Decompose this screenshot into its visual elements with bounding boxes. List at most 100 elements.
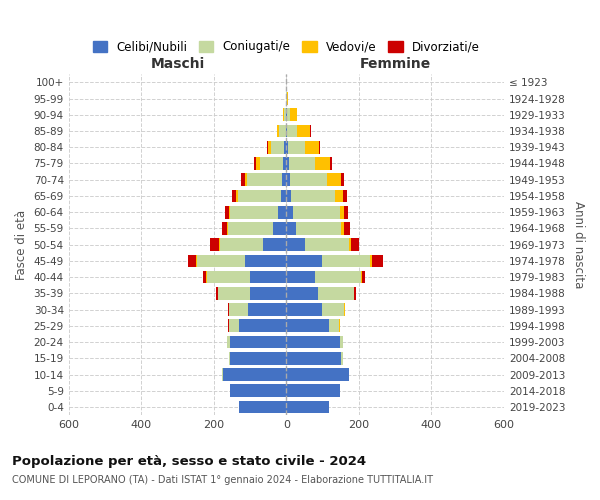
Bar (341, 352, 343, 364)
Bar (287, 108, 290, 121)
Bar (305, 238, 349, 251)
Bar (286, 400, 329, 413)
Bar (229, 352, 230, 364)
Bar (286, 157, 289, 170)
Bar (286, 174, 290, 186)
Bar (286, 271, 314, 283)
Bar (341, 174, 344, 186)
Bar (241, 174, 245, 186)
Bar (297, 124, 310, 138)
Bar (229, 206, 230, 218)
Bar (223, 368, 286, 381)
Bar (236, 190, 238, 202)
Bar (315, 157, 330, 170)
Bar (286, 287, 318, 300)
Bar (290, 190, 335, 202)
Bar (286, 352, 341, 364)
Bar (229, 320, 239, 332)
Bar (362, 271, 365, 283)
Bar (341, 222, 344, 234)
Bar (284, 108, 286, 121)
Bar (197, 254, 245, 267)
Bar (286, 384, 340, 397)
Bar (289, 157, 315, 170)
Bar (271, 141, 284, 154)
Bar (228, 304, 229, 316)
Bar (322, 254, 370, 267)
Bar (286, 254, 322, 267)
Text: Popolazione per età, sesso e stato civile - 2024: Popolazione per età, sesso e stato civil… (12, 455, 366, 468)
Bar (319, 141, 320, 154)
Bar (239, 400, 286, 413)
Legend: Celibi/Nubili, Coniugati/e, Vedovi/e, Divorziati/e: Celibi/Nubili, Coniugati/e, Vedovi/e, Di… (88, 36, 485, 58)
Bar (290, 108, 297, 121)
Bar (210, 238, 219, 251)
Bar (286, 336, 340, 348)
Bar (351, 238, 359, 251)
Bar (286, 92, 287, 105)
Bar (230, 336, 286, 348)
Bar (247, 174, 282, 186)
Bar (344, 222, 350, 234)
Bar (286, 222, 296, 234)
Bar (272, 222, 286, 234)
Bar (310, 124, 311, 138)
Bar (238, 190, 281, 202)
Bar (371, 254, 383, 267)
Bar (230, 206, 278, 218)
Text: COMUNE DI LEPORANO (TA) - Dati ISTAT 1° gennaio 2024 - Elaborazione TUTTITALIA.I: COMUNE DI LEPORANO (TA) - Dati ISTAT 1° … (12, 475, 433, 485)
Bar (287, 92, 288, 105)
Bar (340, 336, 343, 348)
Bar (239, 320, 286, 332)
Bar (230, 384, 286, 397)
Bar (218, 287, 250, 300)
Bar (286, 368, 349, 381)
Y-axis label: Fasce di età: Fasce di età (15, 210, 28, 280)
Bar (263, 238, 286, 251)
Y-axis label: Anni di nascita: Anni di nascita (572, 201, 585, 288)
Bar (286, 238, 305, 251)
Bar (281, 190, 286, 202)
Bar (335, 190, 343, 202)
Bar (293, 206, 340, 218)
Bar (282, 174, 286, 186)
Bar (314, 271, 361, 283)
Bar (286, 141, 288, 154)
Bar (227, 222, 228, 234)
Bar (288, 141, 305, 154)
Bar (330, 157, 332, 170)
Text: Maschi: Maschi (151, 57, 205, 71)
Bar (286, 304, 322, 316)
Bar (245, 254, 286, 267)
Bar (219, 238, 220, 251)
Bar (284, 141, 286, 154)
Bar (343, 190, 347, 202)
Bar (230, 352, 286, 364)
Bar (286, 190, 290, 202)
Bar (256, 157, 260, 170)
Bar (260, 157, 283, 170)
Bar (188, 254, 196, 267)
Bar (279, 124, 286, 138)
Bar (268, 141, 271, 154)
Bar (354, 287, 356, 300)
Bar (290, 174, 327, 186)
Bar (227, 336, 230, 348)
Bar (206, 271, 250, 283)
Bar (305, 141, 319, 154)
Bar (267, 141, 268, 154)
Bar (344, 206, 348, 218)
Bar (203, 271, 206, 283)
Bar (345, 304, 346, 316)
Bar (254, 157, 256, 170)
Bar (223, 222, 227, 234)
Bar (245, 174, 247, 186)
Bar (327, 174, 341, 186)
Bar (220, 238, 263, 251)
Bar (216, 287, 218, 300)
Bar (349, 238, 351, 251)
Bar (248, 304, 286, 316)
Bar (196, 254, 197, 267)
Bar (340, 206, 344, 218)
Bar (278, 206, 286, 218)
